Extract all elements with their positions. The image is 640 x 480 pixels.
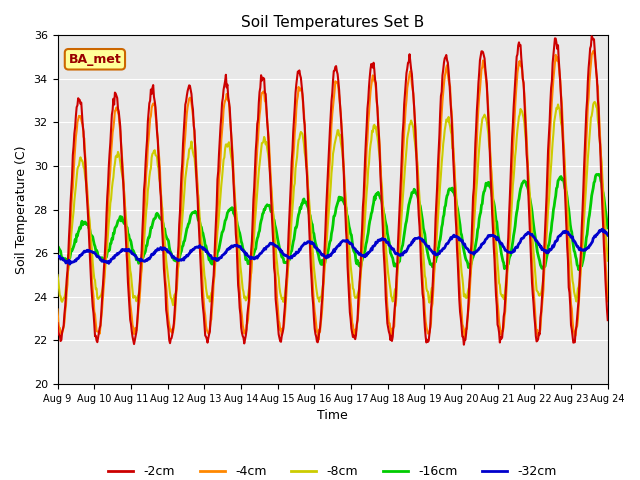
Y-axis label: Soil Temperature (C): Soil Temperature (C)	[15, 145, 28, 274]
X-axis label: Time: Time	[317, 409, 348, 422]
Legend: -2cm, -4cm, -8cm, -16cm, -32cm: -2cm, -4cm, -8cm, -16cm, -32cm	[104, 460, 562, 480]
Text: BA_met: BA_met	[68, 53, 122, 66]
Title: Soil Temperatures Set B: Soil Temperatures Set B	[241, 15, 424, 30]
